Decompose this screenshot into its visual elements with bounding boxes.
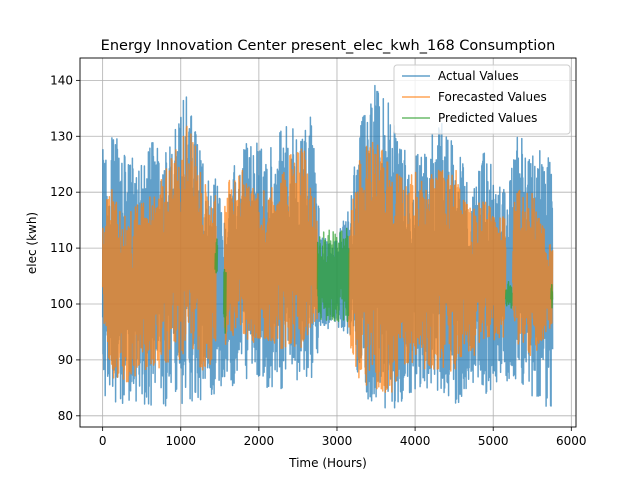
x-tick-label: 0 [99, 434, 107, 448]
legend: Actual Values Forecasted Values Predicted … [393, 64, 571, 135]
y-tick-label: 120 [50, 185, 73, 199]
y-tick-label: 80 [58, 409, 73, 423]
ticks-layer: 0 1000 2000 3000 4000 5000 6000 80 90 100 110 120 13… [50, 73, 586, 448]
x-axis-label: Time (Hours) [288, 456, 367, 470]
plot-frame [79, 57, 577, 428]
y-tick-label: 140 [50, 73, 73, 87]
y-tick-label: 90 [58, 353, 73, 367]
x-tick-label: 3000 [322, 434, 353, 448]
legend-label: Forecasted Values [438, 90, 547, 104]
series-line-2 [214, 227, 554, 334]
x-tick-label: 6000 [556, 434, 587, 448]
x-tick-label: 1000 [165, 434, 196, 448]
chart-title: Energy Innovation Center present_elec_kw… [101, 38, 556, 54]
y-tick-label: 130 [50, 129, 73, 143]
x-tick-label: 4000 [400, 434, 431, 448]
y-tick-label: 110 [50, 241, 73, 255]
x-tick-label: 5000 [478, 434, 509, 448]
legend-label: Predicted Values [438, 111, 537, 125]
y-axis-label: elec (kwh) [25, 212, 39, 274]
series-layer [101, 84, 554, 409]
y-tick-label: 100 [50, 297, 73, 311]
x-tick-label: 2000 [244, 434, 275, 448]
legend-box [393, 64, 571, 135]
legend-label: Actual Values [438, 69, 519, 83]
series-line-1 [101, 125, 554, 394]
